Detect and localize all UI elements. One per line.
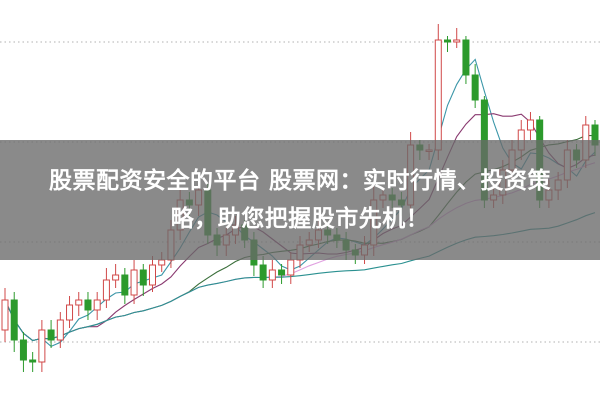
candle-body bbox=[121, 274, 129, 296]
candle-body bbox=[453, 39, 461, 43]
candle-body bbox=[102, 279, 110, 301]
candle-body bbox=[462, 39, 470, 76]
candle-body bbox=[434, 39, 442, 151]
candle-body bbox=[19, 339, 27, 361]
candle-body bbox=[10, 299, 18, 341]
candle-body bbox=[471, 74, 479, 101]
candle-body bbox=[66, 304, 74, 321]
candle-body bbox=[130, 269, 138, 296]
candle-body bbox=[158, 259, 166, 266]
candle-body bbox=[84, 299, 92, 311]
candle-body bbox=[112, 274, 120, 281]
candle-body bbox=[444, 39, 451, 43]
candle-body bbox=[259, 264, 267, 281]
candle-body bbox=[526, 119, 534, 131]
banner-line-1: 股票配资安全的平台 股票网：实时行情、投资策 bbox=[48, 168, 551, 194]
candle-body bbox=[278, 269, 286, 276]
candle-body bbox=[75, 299, 83, 306]
candle-body bbox=[139, 269, 147, 286]
candle-body bbox=[29, 359, 37, 363]
candle-body bbox=[268, 269, 276, 281]
candle-body bbox=[1, 299, 9, 331]
candle-body bbox=[47, 329, 55, 341]
banner-line-2: 略，助您把握股市先机！ bbox=[170, 206, 430, 232]
candle-body bbox=[93, 299, 101, 311]
candle-body bbox=[287, 259, 295, 276]
candle-body bbox=[149, 264, 156, 286]
candle-body bbox=[56, 319, 64, 341]
candle-body bbox=[38, 329, 46, 363]
title-banner: 股票配资安全的平台 股票网：实时行情、投资策 略，助您把握股市先机！ bbox=[0, 140, 600, 260]
